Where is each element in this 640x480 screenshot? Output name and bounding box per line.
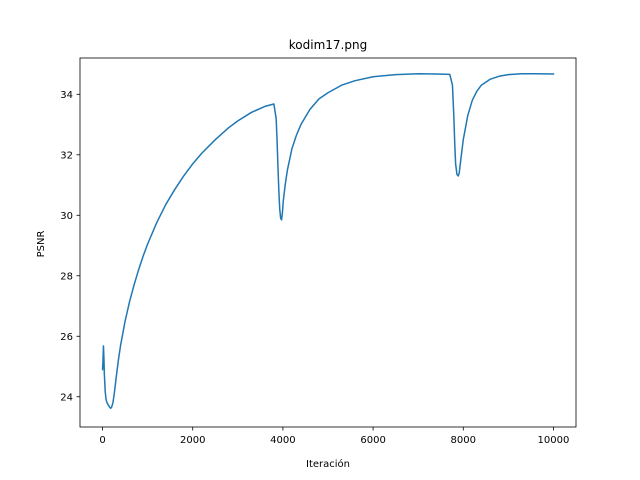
y-tick-label: 28: [60, 271, 73, 282]
x-axis: 0 2000 4000 6000 8000 10000: [99, 427, 569, 446]
x-tick-label: 10000: [538, 435, 570, 446]
x-tick-label: 2000: [180, 435, 205, 446]
x-tick-label: 6000: [360, 435, 385, 446]
y-axis-label: PSNR: [36, 231, 47, 258]
y-tick-label: 24: [60, 392, 73, 403]
y-tick-label: 26: [60, 332, 73, 343]
plot-area: [79, 57, 577, 428]
x-axis-label: Iteración: [306, 458, 350, 470]
y-tick-label: 32: [60, 150, 73, 161]
x-tick-label: 8000: [451, 435, 476, 446]
series-line-0: [101, 72, 555, 409]
chart-title: kodim17.png: [289, 38, 367, 52]
plot-frame: [79, 57, 577, 428]
y-tick-label: 34: [60, 90, 73, 101]
x-tick-label: 0: [99, 435, 105, 446]
x-tick-label: 4000: [270, 435, 295, 446]
y-axis: 24 26 28 30 32 34: [60, 90, 80, 403]
y-tick-label: 30: [60, 211, 73, 222]
